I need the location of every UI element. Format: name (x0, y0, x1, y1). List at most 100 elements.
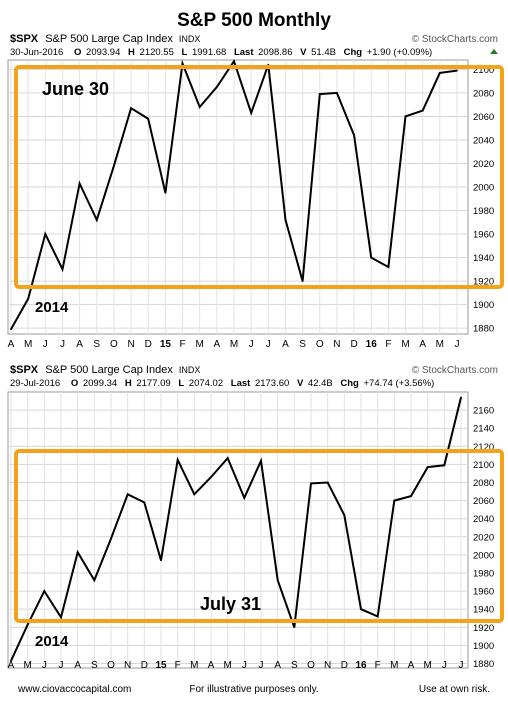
chart-1-date: 30-Jun-2016 (10, 47, 63, 58)
data-point (443, 464, 446, 467)
data-point (376, 615, 379, 618)
x-tick-label: N (333, 339, 340, 350)
highlight-range-box (14, 449, 504, 623)
data-point (226, 457, 229, 459)
x-tick-label: J (259, 660, 264, 671)
y-tick-label: 1940 (473, 253, 494, 264)
chart-1-header: $SPX S&P 500 Large Cap Index INDX © Stoc… (10, 33, 498, 58)
data-point (276, 579, 279, 582)
x-tick-label: 15 (155, 660, 167, 671)
date-annotation: July 31 (200, 594, 261, 614)
x-tick-label: J (459, 660, 464, 671)
y-tick-label: 2040 (473, 514, 494, 525)
data-point (93, 579, 96, 582)
x-tick-label: F (375, 660, 381, 671)
x-tick-label: O (307, 660, 315, 671)
y-tick-label: 2080 (473, 478, 494, 489)
up-arrow-icon (490, 49, 498, 54)
data-point (260, 459, 262, 462)
chart-1-plot: 1880 1900 1920 1940 1960 1980 2000 2020 2040 2060… (7, 58, 504, 350)
data-point (370, 256, 373, 259)
data-point (60, 616, 62, 619)
y-tick-label: 1980 (473, 568, 494, 579)
x-tick-label: S (299, 339, 306, 350)
data-point (393, 499, 396, 502)
data-point (343, 514, 346, 516)
x-tick-label: S (291, 660, 298, 671)
y-tick-label: 2080 (473, 88, 494, 99)
x-tick-label: J (43, 339, 48, 350)
chart-2-change: +74.74 (+3.56%) (364, 378, 435, 389)
x-tick-label: M (401, 339, 409, 350)
x-tick-label: F (175, 660, 181, 671)
data-point (176, 459, 179, 461)
x-tick-label: D (341, 660, 348, 671)
x-tick-label: F (179, 339, 185, 350)
chart-2-exchange: INDX (179, 365, 201, 375)
x-tick-label: J (242, 660, 247, 671)
data-point (126, 493, 129, 496)
x-tick-label: A (76, 339, 83, 350)
x-tick-label: J (266, 339, 271, 350)
x-tick-label: M (23, 660, 31, 671)
data-point (130, 107, 132, 110)
x-tick-label: M (24, 339, 32, 350)
x-tick-label: M (390, 660, 398, 671)
chart-1-change: +1.90 (+0.09%) (367, 47, 433, 58)
chart-2-low: 2074.02 (189, 378, 223, 389)
data-point (310, 482, 312, 485)
data-point (456, 69, 458, 72)
data-point (164, 192, 167, 194)
y-tick-label: 1900 (473, 300, 494, 311)
data-point (10, 659, 12, 662)
data-point (95, 219, 98, 221)
x-tick-label: J (42, 660, 47, 671)
chart-2-plot: 1880 1900 1920 1940 1960 1980 2000 2020 2040 2060… (7, 391, 504, 671)
data-point (44, 233, 47, 235)
x-tick-label: A (74, 660, 81, 671)
chart-1-brand: © StockCharts.com (412, 34, 498, 45)
x-tick-label: D (145, 339, 152, 350)
y-tick-label: 1920 (473, 623, 494, 634)
data-point (210, 476, 212, 478)
page-title: S&P 500 Monthly (177, 10, 331, 31)
y-tick-label: 1920 (473, 277, 494, 288)
data-point (147, 117, 150, 120)
x-tick-label: A (282, 339, 289, 350)
y-tick-label: 1980 (473, 206, 494, 217)
data-point (76, 551, 79, 553)
y-tick-label: 1960 (473, 230, 494, 241)
y-tick-label: 2100 (473, 65, 494, 76)
x-tick-label: J (455, 339, 460, 350)
data-point (439, 72, 441, 74)
chart-1-exchange: INDX (179, 34, 201, 44)
chart-2-symbol: $SPX (10, 364, 39, 376)
chart-2-high: 2177.09 (136, 378, 170, 389)
svg-text:29-Jul-2016 O 2099: 29-Jul-2016 O 2099.34 H 2177.09 L 2074.0… (10, 378, 434, 389)
data-point (43, 590, 46, 592)
data-point (143, 501, 146, 504)
y-tick-label: 2000 (473, 183, 494, 194)
data-point (243, 497, 246, 499)
data-point (78, 182, 81, 185)
y-tick-label: 2060 (473, 112, 494, 123)
y-tick-label: 2020 (473, 532, 494, 543)
x-tick-label: S (93, 339, 100, 350)
chart-1-symbol: $SPX (10, 33, 39, 45)
chart-2-volume: 42.4B (308, 378, 333, 389)
y-tick-label: 1960 (473, 587, 494, 598)
x-tick-label: J (249, 339, 254, 350)
x-tick-label: J (59, 660, 64, 671)
x-tick-label: A (408, 660, 415, 671)
data-point (181, 62, 184, 65)
y-tick-label: 2120 (473, 442, 494, 453)
x-tick-label: N (124, 660, 131, 671)
data-point (410, 495, 412, 497)
x-tick-label: S (91, 660, 98, 671)
data-point (160, 559, 162, 562)
x-tick-label: A (8, 339, 15, 350)
year-annotation: 2014 (35, 633, 69, 650)
data-point (336, 92, 338, 94)
data-point (233, 60, 235, 62)
plot-frame (7, 391, 469, 669)
